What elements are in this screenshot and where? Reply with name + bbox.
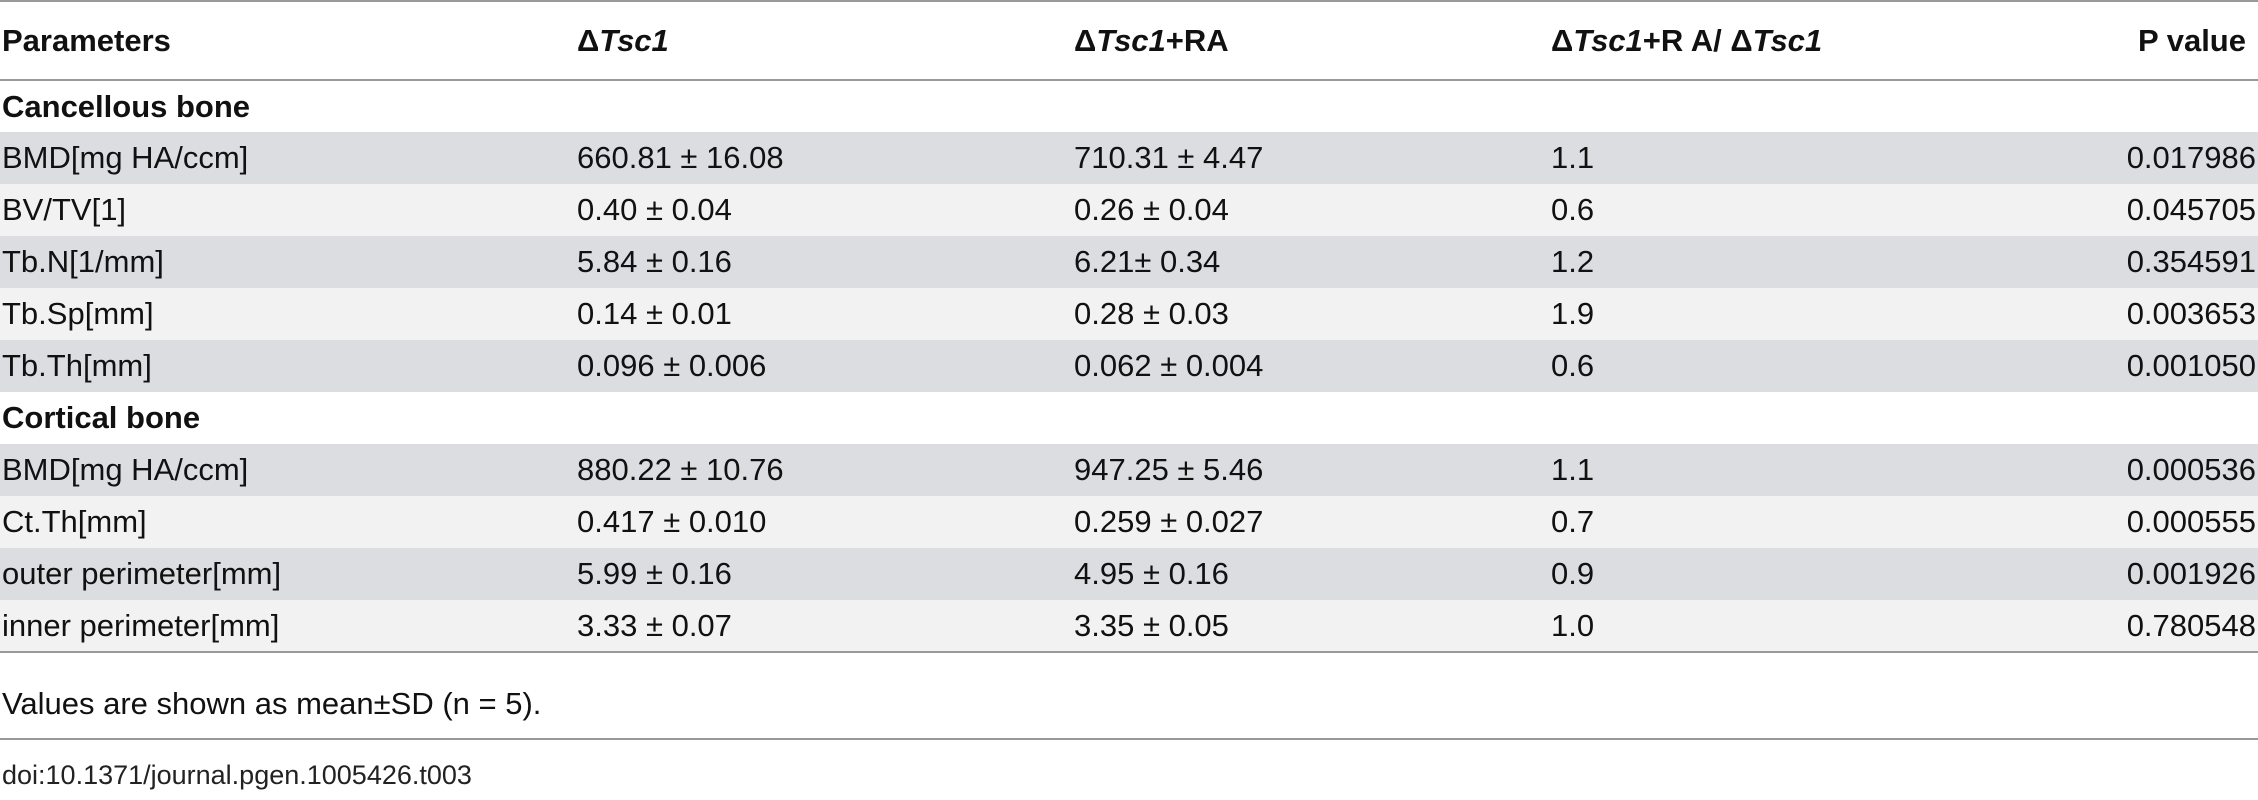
header-p-value: P value: [2079, 0, 2258, 81]
table-row: BMD[mg HA/ccm] 880.22 ± 10.76 947.25 ± 5.4…: [0, 444, 2258, 496]
cell-p-value: 0.017986: [2079, 132, 2258, 184]
cell-delta-tsc1-ra: 0.26 ± 0.04: [1072, 184, 1549, 236]
table-row: Tb.N[1/mm] 5.84 ± 0.16 6.21± 0.34 1.2 0.3545…: [0, 236, 2258, 288]
table-header: Parameters ΔTsc1 ΔTsc1+RA ΔTsc1+R A/ ΔTs…: [0, 0, 2258, 81]
cell-ratio: 1.9: [1549, 288, 2079, 340]
table-row: Tb.Sp[mm] 0.14 ± 0.01 0.28 ± 0.03 1.9 0.0036…: [0, 288, 2258, 340]
cell-delta-tsc1: 3.33 ± 0.07: [575, 600, 1072, 653]
cell-p-value: 0.780548: [2079, 600, 2258, 653]
cell-ratio: 0.6: [1549, 184, 2079, 236]
cell-delta-tsc1-ra: 6.21± 0.34: [1072, 236, 1549, 288]
header-ratio-mid: +R A/ Δ: [1642, 22, 1753, 58]
header-gene-name: Tsc1: [1573, 22, 1643, 58]
bone-parameters-table: Parameters ΔTsc1 ΔTsc1+RA ΔTsc1+R A/ ΔTs…: [0, 0, 2258, 653]
header-parameters: Parameters: [0, 0, 575, 81]
cell-delta-tsc1: 5.84 ± 0.16: [575, 236, 1072, 288]
header-gene-name: Tsc1: [599, 22, 669, 58]
cell-delta-tsc1: 0.096 ± 0.006: [575, 340, 1072, 392]
cell-p-value: 0.003653: [2079, 288, 2258, 340]
table-row: BMD[mg HA/ccm] 660.81 ± 16.08 710.31 ± 4.4…: [0, 132, 2258, 184]
cell-delta-tsc1: 5.99 ± 0.16: [575, 548, 1072, 600]
table-row: Ct.Th[mm] 0.417 ± 0.010 0.259 ± 0.027 0.7 0.…: [0, 496, 2258, 548]
bone-parameters-table-container: Parameters ΔTsc1 ΔTsc1+RA ΔTsc1+R A/ ΔTs…: [0, 0, 2258, 653]
section-title: Cortical bone: [0, 392, 2258, 444]
table-row: outer perimeter[mm] 5.99 ± 0.16 4.95 ± 0.1…: [0, 548, 2258, 600]
cell-delta-tsc1: 880.22 ± 10.76: [575, 444, 1072, 496]
header-delta-symbol: Δ: [577, 22, 600, 58]
cell-ratio: 0.7: [1549, 496, 2079, 548]
cell-parameter: Tb.Sp[mm]: [0, 288, 575, 340]
cell-delta-tsc1-ra: 4.95 ± 0.16: [1072, 548, 1549, 600]
header-ratio: ΔTsc1+R A/ ΔTsc1: [1549, 0, 2079, 81]
header-delta-symbol: Δ: [1074, 22, 1097, 58]
cell-delta-tsc1: 0.417 ± 0.010: [575, 496, 1072, 548]
cell-parameter: Ct.Th[mm]: [0, 496, 575, 548]
table-footnote: Values are shown as mean±SD (n = 5).: [2, 686, 542, 721]
header-delta-tsc1: ΔTsc1: [575, 0, 1072, 81]
cell-delta-tsc1-ra: 0.259 ± 0.027: [1072, 496, 1549, 548]
cell-parameter: inner perimeter[mm]: [0, 600, 575, 653]
cell-ratio: 1.2: [1549, 236, 2079, 288]
cell-p-value: 0.001926: [2079, 548, 2258, 600]
header-gene-name: Tsc1: [1096, 22, 1166, 58]
cell-p-value: 0.001050: [2079, 340, 2258, 392]
section-title: Cancellous bone: [0, 80, 2258, 132]
cell-delta-tsc1-ra: 0.28 ± 0.03: [1072, 288, 1549, 340]
cell-parameter: BV/TV[1]: [0, 184, 575, 236]
table-row: Tb.Th[mm] 0.096 ± 0.006 0.062 ± 0.004 0.6 0.…: [0, 340, 2258, 392]
cell-ratio: 0.9: [1549, 548, 2079, 600]
header-gene-name-2: Tsc1: [1752, 22, 1823, 58]
section-row: Cortical bone: [0, 392, 2258, 444]
cell-parameter: outer perimeter[mm]: [0, 548, 575, 600]
cell-parameter: BMD[mg HA/ccm]: [0, 132, 575, 184]
cell-delta-tsc1: 660.81 ± 16.08: [575, 132, 1072, 184]
section-row: Cancellous bone: [0, 80, 2258, 132]
cell-delta-tsc1-ra: 710.31 ± 4.47: [1072, 132, 1549, 184]
header-ra-suffix: +RA: [1165, 22, 1229, 58]
cell-delta-tsc1-ra: 947.25 ± 5.46: [1072, 444, 1549, 496]
cell-delta-tsc1-ra: 3.35 ± 0.05: [1072, 600, 1549, 653]
cell-delta-tsc1: 0.14 ± 0.01: [575, 288, 1072, 340]
header-row: Parameters ΔTsc1 ΔTsc1+RA ΔTsc1+R A/ ΔTs…: [0, 0, 2258, 81]
table-row: inner perimeter[mm] 3.33 ± 0.07 3.35 ± 0.0…: [0, 600, 2258, 653]
cell-delta-tsc1: 0.40 ± 0.04: [575, 184, 1072, 236]
cell-p-value: 0.000536: [2079, 444, 2258, 496]
cell-parameter: Tb.Th[mm]: [0, 340, 575, 392]
header-delta-tsc1-ra: ΔTsc1+RA: [1072, 0, 1549, 81]
header-delta-symbol: Δ: [1551, 22, 1574, 58]
footnote-divider: [0, 738, 2258, 740]
table-row: BV/TV[1] 0.40 ± 0.04 0.26 ± 0.04 0.6 0.04570…: [0, 184, 2258, 236]
cell-p-value: 0.045705: [2079, 184, 2258, 236]
table-body: Cancellous bone BMD[mg HA/ccm] 660.81 ± 16…: [0, 80, 2258, 653]
cell-parameter: BMD[mg HA/ccm]: [0, 444, 575, 496]
cell-ratio: 1.1: [1549, 132, 2079, 184]
cell-ratio: 1.0: [1549, 600, 2079, 653]
cell-ratio: 0.6: [1549, 340, 2079, 392]
cell-parameter: Tb.N[1/mm]: [0, 236, 575, 288]
cell-ratio: 1.1: [1549, 444, 2079, 496]
cell-delta-tsc1-ra: 0.062 ± 0.004: [1072, 340, 1549, 392]
cell-p-value: 0.000555: [2079, 496, 2258, 548]
cell-p-value: 0.354591: [2079, 236, 2258, 288]
doi-text: doi:10.1371/journal.pgen.1005426.t003: [2, 760, 472, 790]
